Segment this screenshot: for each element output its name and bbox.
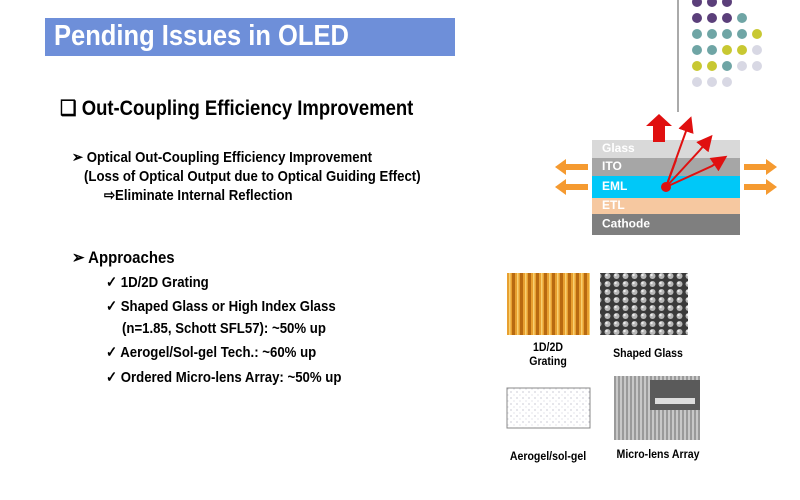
dot — [692, 61, 702, 71]
layer-label: Glass — [602, 141, 635, 155]
dot — [722, 61, 732, 71]
dot — [707, 13, 717, 23]
dot — [737, 29, 747, 39]
dot — [707, 45, 717, 55]
approach-item: ✓ Aerogel/Sol-gel Tech.: ~60% up — [106, 344, 317, 361]
approach-item: ✓ Shaped Glass or High Index Glass — [106, 298, 336, 315]
layer-label: ETL — [602, 198, 625, 212]
layer-label: Cathode — [602, 217, 650, 231]
dot — [707, 61, 717, 71]
detail: (Loss of Optical Output due to Optical G… — [84, 168, 421, 185]
rays — [665, 116, 728, 188]
dot — [722, 77, 732, 87]
dot-grid — [692, 0, 762, 87]
dot — [752, 29, 762, 39]
bullet: ➢ Approaches — [72, 248, 175, 267]
image-caption: Grating — [529, 354, 567, 368]
image-caption: Aerogel/sol-gel — [509, 449, 587, 463]
aerogel-image — [506, 387, 591, 429]
dot — [707, 0, 717, 7]
dot — [707, 29, 717, 39]
up-arrow — [646, 114, 672, 142]
dot — [737, 13, 747, 23]
dot — [692, 77, 702, 87]
dot — [752, 61, 762, 71]
result: ⇨Eliminate Internal Reflection — [104, 187, 293, 204]
dot — [722, 45, 732, 55]
layer-label: EML — [602, 179, 627, 193]
dot — [722, 13, 732, 23]
micro-lens-inset — [655, 398, 695, 404]
approach-item: (n=1.85, Schott SFL57): ~50% up — [122, 320, 326, 337]
emitter — [661, 182, 671, 192]
heading: ❑ Out-Coupling Efficiency Improvement — [60, 97, 414, 120]
dot — [692, 29, 702, 39]
layer-label: ITO — [602, 159, 622, 173]
dot — [692, 45, 702, 55]
image-caption: Shaped Glass — [613, 346, 683, 360]
arrows — [555, 159, 777, 195]
title-banner — [45, 18, 455, 56]
dot — [722, 29, 732, 39]
grating-image — [507, 273, 590, 335]
dot — [707, 77, 717, 87]
layer — [592, 158, 740, 176]
title: Pending Issues in OLED — [54, 20, 349, 52]
dot — [692, 13, 702, 23]
approach-item: ✓ Ordered Micro-lens Array: ~50% up — [106, 369, 342, 386]
dot — [722, 0, 732, 7]
bullet: ➢ Optical Out-Coupling Efficiency Improv… — [72, 149, 373, 166]
layer — [592, 198, 740, 214]
image-caption: 1D/2D — [533, 340, 563, 354]
image-caption: Micro-lens Array — [616, 447, 700, 461]
dot — [737, 45, 747, 55]
approach-item: ✓ 1D/2D Grating — [106, 274, 209, 291]
layer — [592, 214, 740, 235]
shaped-glass-image — [600, 273, 688, 335]
dot — [737, 61, 747, 71]
micro-lens-inset — [650, 380, 700, 410]
dot — [692, 0, 702, 7]
dot — [752, 45, 762, 55]
